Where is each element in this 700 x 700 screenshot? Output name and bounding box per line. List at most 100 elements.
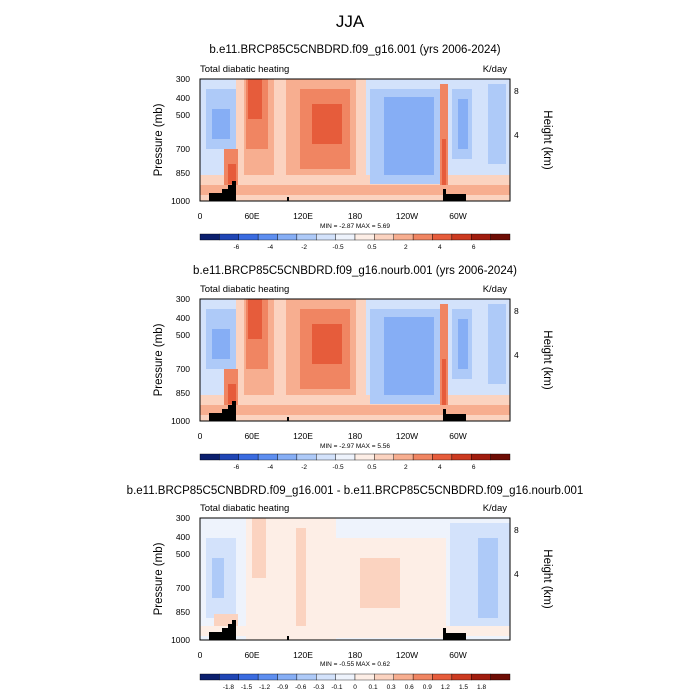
field-patch <box>312 104 342 144</box>
colorbar-swatch <box>451 453 472 461</box>
field-patch <box>488 84 506 164</box>
colorbar-label: 6 <box>472 244 476 251</box>
colorbar-label: 0.1 <box>369 684 378 691</box>
panel-1-y2tick: 4 <box>514 130 519 140</box>
colorbar-swatch <box>393 233 414 241</box>
terrain-block <box>222 409 228 421</box>
colorbar-label: 0.9 <box>423 684 432 691</box>
colorbar-label: 4 <box>438 464 442 471</box>
panel-3-min-max: MIN = -0.55 MAX = 0.62 <box>320 661 390 668</box>
colorbar-swatch <box>199 453 220 461</box>
panel-3-xtick: 60E <box>244 650 259 660</box>
panel-1-plot-area <box>200 79 510 201</box>
panel-3-title: b.e11.BRCP85C5CNBDRD.f09_g16.001 - b.e11… <box>127 485 584 497</box>
field-patch <box>360 558 400 608</box>
panel-1-colorbar: -6 -4 -2 -0.5 0.5 2 4 6 <box>199 233 511 251</box>
panel-1-xticks: 0 60E 120E 180 120W 60W <box>198 211 467 221</box>
field-patch <box>228 164 236 184</box>
panel-1-ytick: 300 <box>176 74 190 84</box>
panel-3-y2label: Height (km) <box>541 549 553 609</box>
field-patch <box>200 626 510 636</box>
colorbar-swatch <box>335 233 356 241</box>
panel-1-terrain <box>209 181 466 201</box>
panel-2-xticks: 0 60E 120E 180 120W 60W <box>198 431 467 441</box>
panel-3-xtick: 120E <box>293 650 313 660</box>
panel-1-min-max: MIN = -2.87 MAX = 5.69 <box>320 223 390 230</box>
colorbar-label: -6 <box>233 244 239 251</box>
colorbar-swatch <box>238 453 259 461</box>
field-patch <box>228 384 236 404</box>
panel-2-xtick: 60W <box>449 431 466 441</box>
field-patch <box>248 79 262 119</box>
terrain-block <box>209 193 222 201</box>
colorbar-swatch <box>471 453 491 461</box>
panel-2-min-max: MIN = -2.97 MAX = 5.56 <box>320 443 390 450</box>
terrain-block <box>228 185 236 201</box>
field-patch <box>488 304 506 384</box>
panel-3-xtick: 0 <box>198 650 203 660</box>
colorbar-swatch <box>451 673 472 681</box>
colorbar-label: 0 <box>353 684 357 691</box>
colorbar-swatch <box>277 673 298 681</box>
field-patch <box>458 319 468 369</box>
panel-3-yticks: 300 400 500 700 850 1000 <box>171 513 190 645</box>
panel-3-ytick: 700 <box>176 583 190 593</box>
panel-2-xtick: 180 <box>348 431 362 441</box>
panel-2-units: K/day <box>483 284 508 295</box>
field-patch <box>200 405 510 415</box>
colorbar-swatch <box>490 453 511 461</box>
colorbar-swatch <box>471 233 491 241</box>
colorbar-swatch <box>354 673 375 681</box>
colorbar-swatch <box>490 673 511 681</box>
terrain-block <box>443 409 446 421</box>
panel-3-ytick: 400 <box>176 532 190 542</box>
colorbar-label: -1.8 <box>223 684 235 691</box>
field-patch <box>212 558 224 598</box>
panel-2-y2label: Height (km) <box>541 330 553 390</box>
panel-2-ylabel: Pressure (mb) <box>153 323 165 396</box>
colorbar-label: -4 <box>267 244 273 251</box>
panel-1-ytick: 700 <box>176 144 190 154</box>
field-patch <box>478 538 498 618</box>
panel-3-left-label: Total diabatic heating <box>200 503 289 514</box>
colorbar-swatch <box>257 673 278 681</box>
panel-2-ytick: 300 <box>176 294 190 304</box>
colorbar-label: 4 <box>438 244 442 251</box>
colorbar-swatch <box>432 233 453 241</box>
field-patch <box>212 109 230 139</box>
figure-title: JJA <box>336 12 365 31</box>
colorbar-swatch <box>354 453 375 461</box>
colorbar-label: -0.5 <box>332 464 344 471</box>
colorbar-swatch <box>432 673 453 681</box>
colorbar-swatch <box>257 453 278 461</box>
panel-3-terrain <box>209 620 466 640</box>
colorbar-swatch <box>412 453 433 461</box>
terrain-block <box>287 417 289 421</box>
colorbar-label: 0.5 <box>367 244 376 251</box>
panel-1-y2ticks: 8 4 <box>514 86 519 140</box>
panel-2-xtick: 120W <box>396 431 418 441</box>
colorbar-swatch <box>219 453 239 461</box>
panel-1-left-label: Total diabatic heating <box>200 64 289 75</box>
colorbar-swatch <box>451 233 472 241</box>
colorbar-swatch <box>412 233 433 241</box>
colorbar-swatch <box>471 673 491 681</box>
terrain-block <box>287 197 289 201</box>
colorbar-label: -0.1 <box>331 684 343 691</box>
panel-3-plot-area <box>200 518 510 640</box>
panel-1-units: K/day <box>483 64 508 75</box>
terrain-block <box>446 414 466 421</box>
colorbar-swatch <box>316 673 336 681</box>
panel-1: b.e11.BRCP85C5CNBDRD.f09_g16.001 (yrs 20… <box>153 44 553 251</box>
panel-2-xtick: 60E <box>244 431 259 441</box>
colorbar-swatch <box>374 673 394 681</box>
panel-2-ytick: 500 <box>176 330 190 340</box>
field-patch <box>200 185 510 195</box>
panel-2-y2tick: 4 <box>514 350 519 360</box>
terrain-block <box>209 413 222 421</box>
colorbar-swatch <box>257 233 278 241</box>
terrain-block <box>228 405 236 421</box>
colorbar-label: 1.8 <box>477 684 486 691</box>
panel-2-colorbar: -6 -4 -2 -0.5 0.5 2 4 6 <box>199 453 511 471</box>
